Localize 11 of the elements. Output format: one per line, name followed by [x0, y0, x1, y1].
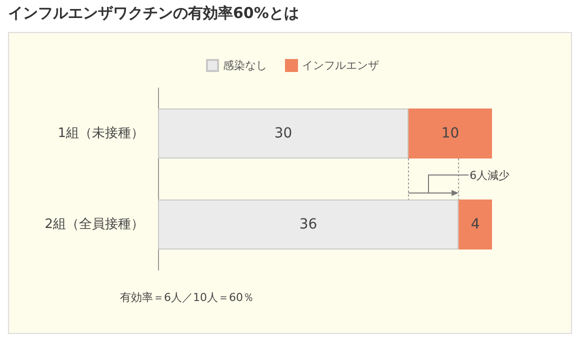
legend-label: インフルエンザ	[302, 59, 379, 72]
data-label: 36	[299, 216, 318, 232]
y-tick-label: 1組（未接種）	[58, 126, 144, 141]
chart-title: インフルエンザワクチンの有効率60%とは	[8, 4, 299, 23]
y-tick-label: 2組（全員接種）	[44, 217, 144, 232]
annotation: 6人減少	[470, 168, 510, 183]
data-label: 10	[441, 126, 460, 142]
data-label: 4	[470, 216, 480, 232]
data-label: 30	[274, 126, 292, 142]
text: 有効率＝6人／10人＝60％	[120, 290, 254, 305]
legend-label: 感染なし	[223, 59, 267, 72]
